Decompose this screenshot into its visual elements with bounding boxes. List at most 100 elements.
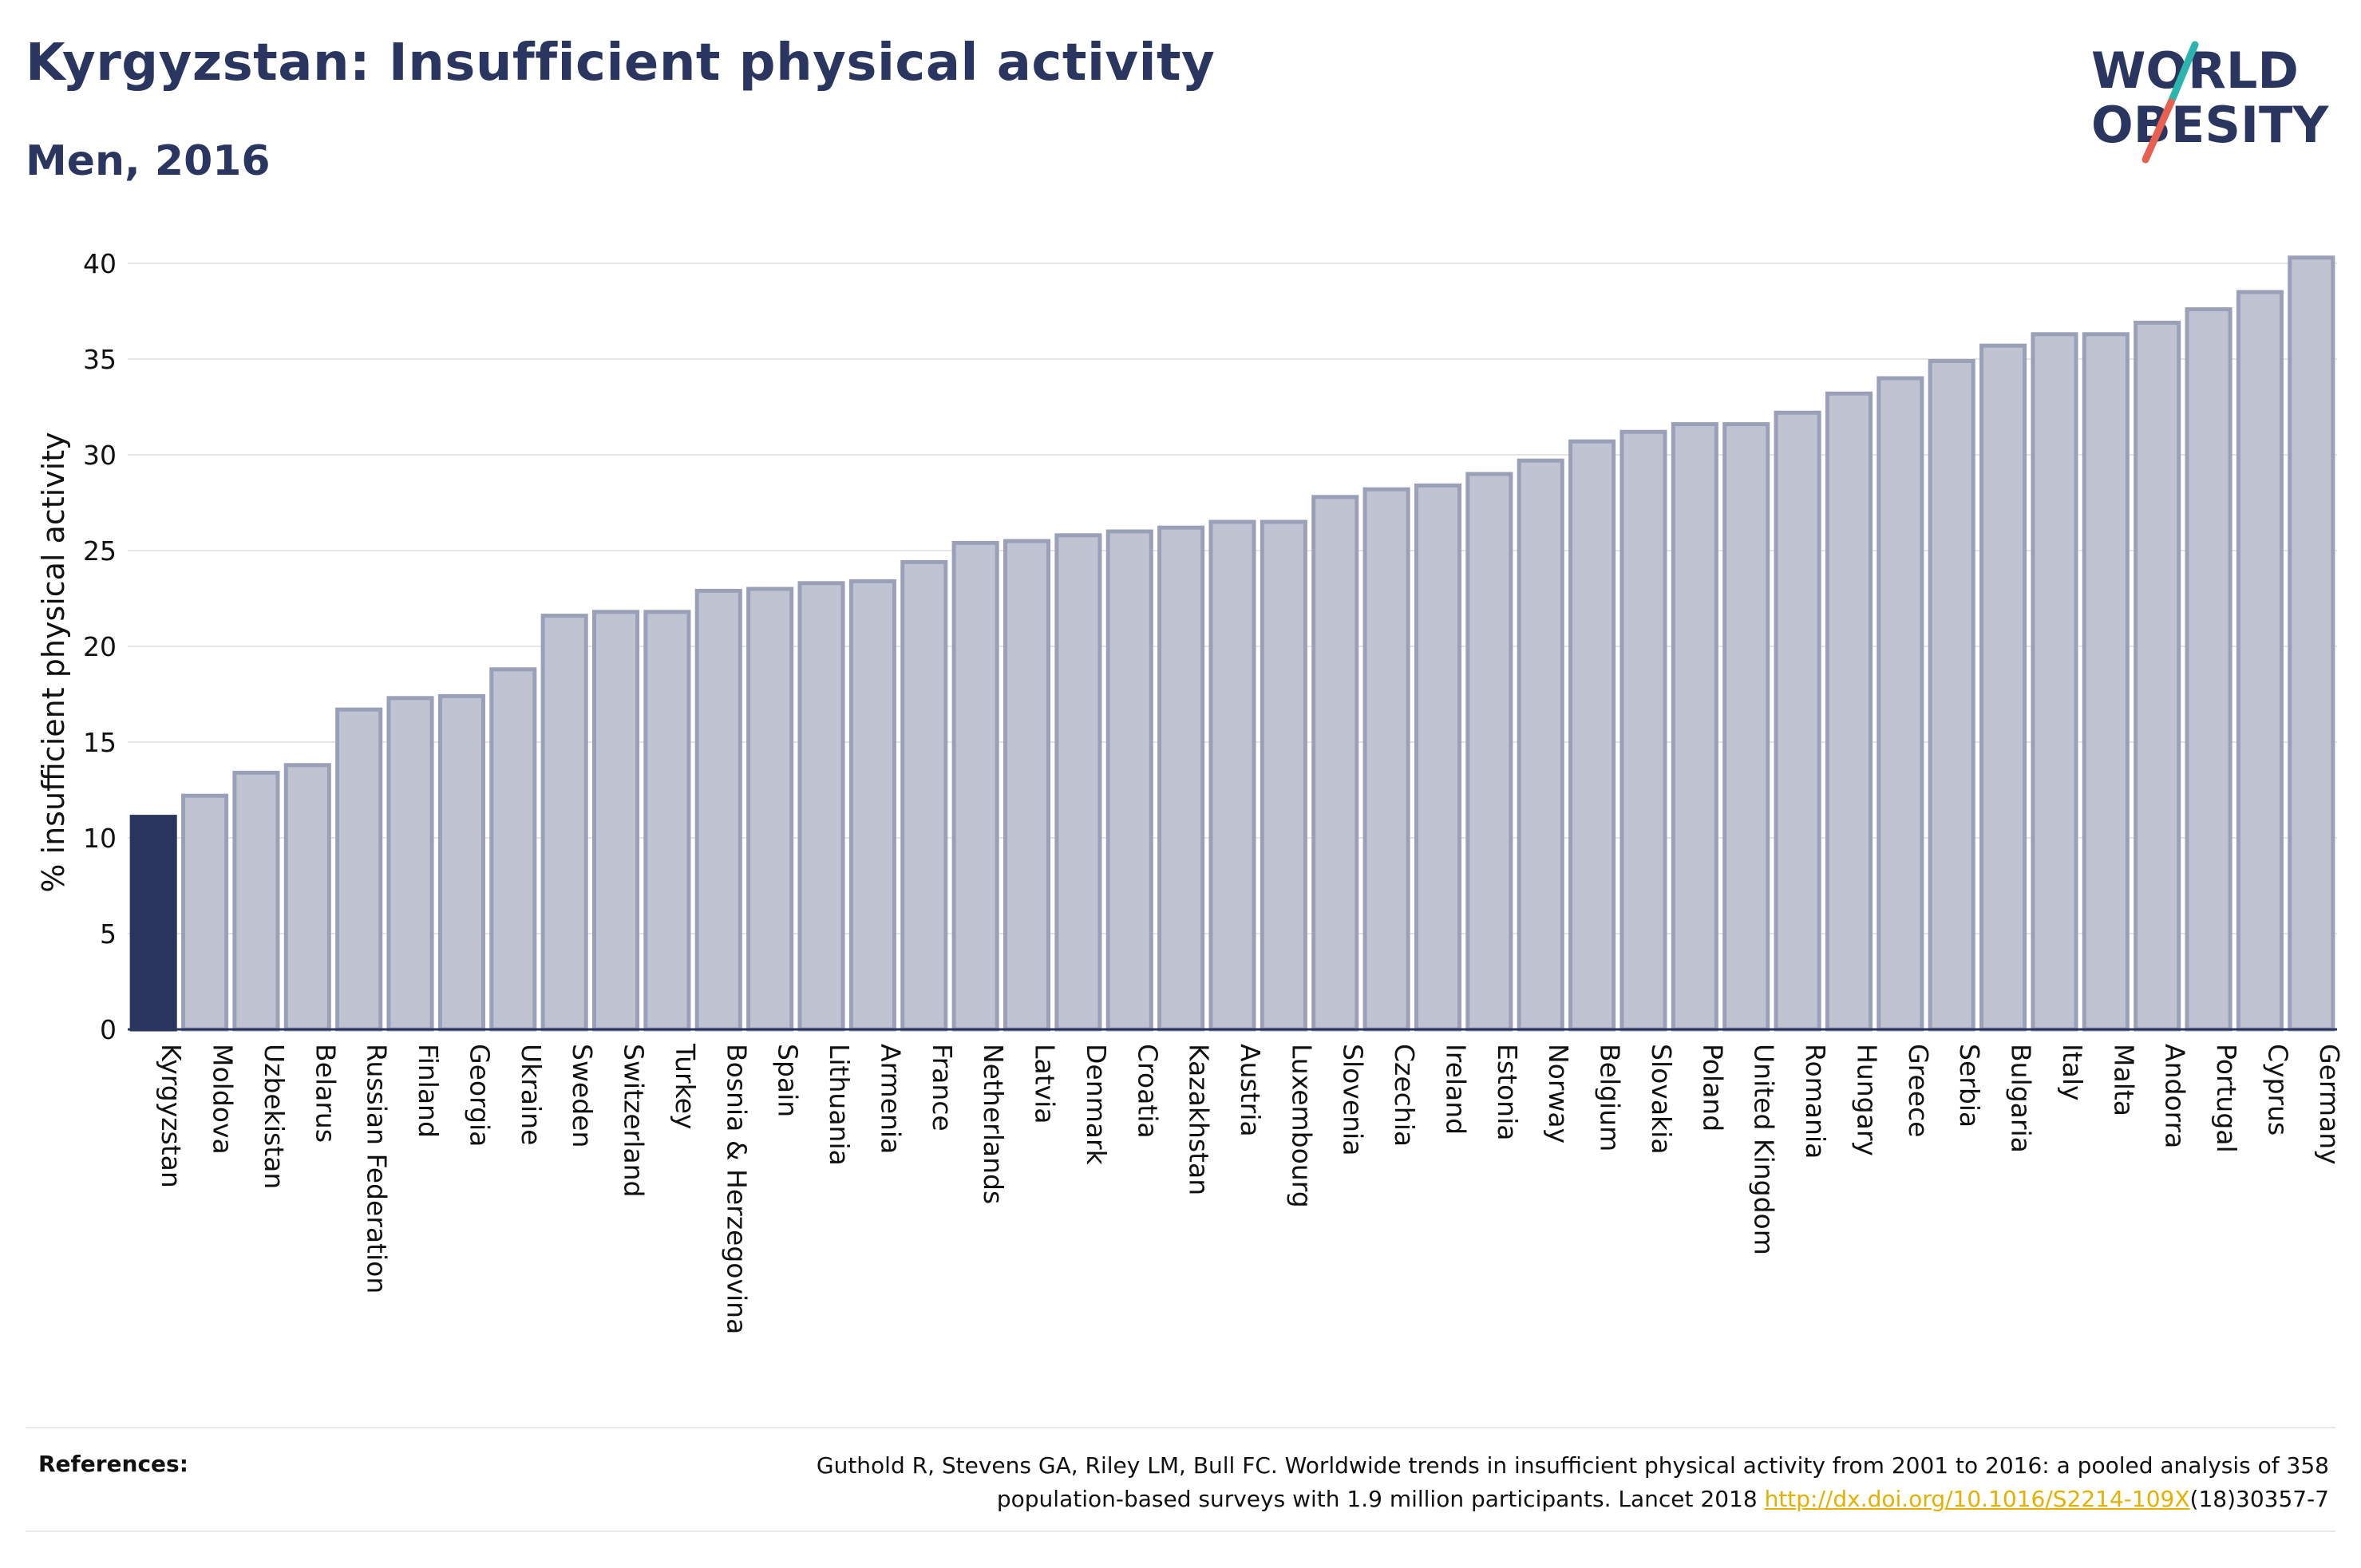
bar-germany [2288, 255, 2335, 1032]
bar-slovakia [1619, 429, 1667, 1032]
x-tick-label: Netherlands [978, 1044, 1009, 1204]
x-tick-label: Estonia [1492, 1044, 1523, 1140]
bar-united-kingdom [1722, 422, 1770, 1032]
y-tick-label: 15 [83, 727, 117, 758]
logo-line-2: OBESITY [2091, 96, 2329, 154]
bar-slovenia [1311, 495, 1359, 1032]
bar-turkey [643, 610, 691, 1032]
bar-france [900, 559, 948, 1032]
y-axis-ticks: 0 5 10 15 20 25 30 35 40 [83, 248, 117, 1045]
x-tick-label: Finland [413, 1044, 444, 1138]
reference-doi-link[interactable]: http://dx.doi.org/10.1016/S2214-109X [1764, 1486, 2190, 1512]
chart-subtitle: Men, 2016 [26, 137, 271, 185]
x-tick-label: Ireland [1440, 1044, 1471, 1135]
chart-title: Kyrgyzstan: Insufficient physical activi… [26, 34, 1216, 93]
x-tick-label: Andorra [2160, 1044, 2191, 1148]
bar-hungary [1825, 391, 1873, 1032]
x-tick-label: Portugal [2211, 1044, 2242, 1153]
x-tick-label: Switzerland [619, 1044, 650, 1198]
bar-spain [746, 587, 794, 1032]
bar-kazakhstan [1157, 525, 1205, 1032]
x-tick-label: Russian Federation [362, 1044, 393, 1294]
bar-netherlands [951, 540, 999, 1032]
bar-uzbekistan [232, 770, 280, 1032]
x-tick-label: Italy [2057, 1044, 2088, 1101]
bar-kyrgyzstan [129, 815, 177, 1032]
bar-belarus [283, 763, 331, 1032]
references-label: References: [38, 1451, 188, 1477]
x-tick-label: Lithuania [824, 1044, 855, 1166]
x-tick-label: Latvia [1030, 1044, 1061, 1124]
bar-serbia [1928, 358, 1975, 1032]
bar-luxembourg [1260, 519, 1307, 1032]
y-tick-label: 30 [83, 440, 117, 471]
bar-norway [1517, 458, 1564, 1032]
y-tick-label: 20 [83, 631, 117, 662]
x-tick-label: Spain [773, 1044, 804, 1117]
x-tick-label: United Kingdom [1749, 1044, 1780, 1255]
world-obesity-logo: WORLD OBESITY [2091, 41, 2329, 164]
x-tick-label: Georgia [464, 1044, 495, 1147]
x-tick-label: Germany [2314, 1044, 2345, 1165]
bar-andorra [2134, 320, 2181, 1032]
bar-georgia [437, 693, 485, 1032]
x-tick-label: Luxembourg [1286, 1044, 1317, 1208]
x-tick-label: Ukraine [516, 1044, 547, 1145]
x-tick-label: Uzbekistan [259, 1044, 290, 1189]
bar-malta [2082, 332, 2130, 1032]
bar-chart: 0 5 10 15 20 25 30 35 40 Kyrgyzstan Moldova Uzbeki… [36, 248, 2345, 1334]
y-axis-label: % insufficient physical activity [36, 432, 71, 892]
bar-russian-federation [335, 707, 383, 1032]
x-tick-label: Bosnia & Herzegovina [721, 1044, 752, 1334]
x-tick-label: Slovenia [1338, 1044, 1369, 1155]
reference-line-1: Guthold R, Stevens GA, Riley LM, Bull FC… [816, 1452, 2329, 1479]
bar-latvia [1003, 539, 1051, 1032]
y-tick-label: 5 [100, 918, 117, 950]
references-text: Guthold R, Stevens GA, Riley LM, Bull FC… [573, 1449, 2329, 1516]
bar-greece [1877, 376, 1924, 1032]
bar-sweden [540, 614, 588, 1032]
bar-poland [1671, 422, 1718, 1032]
x-tick-label: Norway [1543, 1044, 1574, 1143]
bar-ireland [1414, 483, 1462, 1032]
x-tick-label: Kazakhstan [1184, 1044, 1215, 1195]
bar-croatia [1105, 529, 1153, 1032]
x-tick-label: Sweden [567, 1044, 598, 1147]
x-axis-labels: Kyrgyzstan Moldova Uzbekistan Belarus Russia… [156, 1043, 2345, 1334]
x-tick-label: Cyprus [2262, 1044, 2293, 1136]
x-tick-label: Serbia [1954, 1044, 1985, 1128]
y-tick-label: 25 [83, 535, 117, 567]
y-tick-label: 40 [83, 248, 117, 279]
x-tick-label: Moldova [208, 1044, 239, 1155]
x-tick-label: Austria [1235, 1044, 1266, 1137]
x-tick-label: Kyrgyzstan [156, 1044, 187, 1188]
bar-bosnia-herzegovina [694, 588, 742, 1032]
x-tick-label: France [927, 1044, 958, 1132]
bar-czechia [1362, 487, 1410, 1032]
x-tick-label: Poland [1697, 1044, 1728, 1132]
x-tick-label: Czechia [1389, 1044, 1420, 1147]
x-tick-label: Greece [1903, 1044, 1934, 1137]
logo-slash-red [2142, 98, 2175, 164]
logo-slash-teal [2167, 41, 2199, 106]
bar-portugal [2185, 307, 2232, 1032]
x-tick-label: Malta [2108, 1044, 2139, 1116]
x-tick-label: Belarus [310, 1044, 341, 1143]
reference-line-2: population-based surveys with 1.9 millio… [996, 1486, 1765, 1512]
bar-armenia [848, 579, 896, 1032]
bar-ukraine [489, 667, 537, 1032]
bar-cyprus [2236, 290, 2284, 1032]
bar-austria [1208, 519, 1256, 1032]
x-tick-label: Bulgaria [2006, 1044, 2037, 1153]
x-tick-label: Armenia [875, 1044, 906, 1154]
references-panel: References: Guthold R, Stevens GA, Riley… [26, 1427, 2335, 1532]
y-tick-label: 10 [83, 823, 117, 854]
x-tick-label: Romania [1800, 1044, 1831, 1159]
x-tick-label: Croatia [1132, 1044, 1163, 1139]
x-tick-label: Slovakia [1646, 1044, 1677, 1155]
x-tick-label: Belgium [1595, 1044, 1626, 1151]
bar-romania [1774, 410, 1821, 1032]
x-tick-label: Hungary [1851, 1044, 1882, 1156]
bar-belgium [1568, 439, 1616, 1032]
bar-finland [386, 696, 434, 1032]
